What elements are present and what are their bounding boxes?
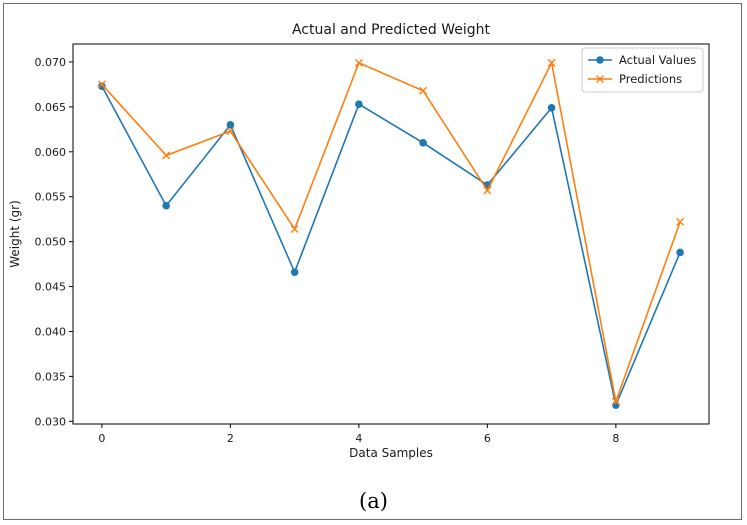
series-line — [101, 85, 681, 408]
y-tick-label: 0.050 — [35, 236, 67, 249]
x-axis-label: Data Samples — [349, 446, 433, 460]
data-point — [419, 86, 428, 95]
data-point — [97, 80, 106, 89]
legend-entry: Actual Values — [588, 53, 696, 67]
data-point — [162, 151, 171, 160]
data-point — [611, 397, 620, 406]
legend-box — [581, 47, 704, 93]
data-point — [547, 103, 556, 112]
data-point — [483, 186, 492, 195]
legend: Actual Values Predictions — [581, 47, 704, 93]
data-point — [162, 201, 170, 210]
y-tick-label: 0.060 — [35, 146, 67, 159]
chart-title: Actual and Predicted Weight — [292, 22, 491, 38]
x-tick-label: 6 — [484, 432, 491, 445]
y-tick-label: 0.035 — [35, 370, 67, 383]
legend-entry: Predictions — [588, 72, 682, 86]
x-tick-label: 2 — [227, 432, 234, 445]
data-point — [355, 100, 363, 108]
line-chart: Actual and Predicted Weight Data Samples… — [8, 22, 710, 460]
series-actual-values — [98, 82, 684, 409]
data-point — [676, 217, 685, 226]
data-point — [547, 58, 556, 67]
data-point — [419, 139, 427, 147]
data-point — [676, 248, 684, 257]
x-tick-label: 4 — [355, 432, 362, 445]
y-axis-ticks: 0.030 0.035 0.040 0.045 0.050 0.055 0.060 0.065… — [35, 56, 73, 428]
data-point — [98, 82, 106, 91]
figure-caption: (a) — [359, 489, 388, 513]
x-tick-label: 0 — [98, 432, 105, 445]
y-tick-label: 0.065 — [35, 101, 67, 114]
y-tick-label: 0.045 — [35, 281, 67, 294]
x-axis-ticks: 0 2 4 6 8 — [98, 424, 619, 445]
data-point — [290, 225, 299, 234]
y-axis-label: Weight (gr) — [8, 200, 22, 268]
legend-marker — [596, 56, 604, 64]
data-point — [290, 268, 299, 276]
series-layer — [97, 58, 685, 409]
legend-label: Actual Values — [619, 53, 696, 67]
y-tick-label: 0.070 — [35, 56, 67, 69]
legend-label: Predictions — [619, 72, 682, 86]
y-tick-label: 0.030 — [35, 415, 67, 428]
plot-area — [72, 43, 710, 425]
data-point — [226, 121, 235, 129]
legend-marker — [596, 75, 604, 83]
y-tick-label: 0.055 — [35, 191, 67, 204]
data-point — [354, 58, 363, 67]
y-tick-label: 0.040 — [35, 325, 67, 338]
x-tick-label: 8 — [612, 432, 619, 445]
series-predictions — [97, 58, 685, 406]
data-point — [226, 127, 235, 136]
series-line — [101, 60, 681, 405]
